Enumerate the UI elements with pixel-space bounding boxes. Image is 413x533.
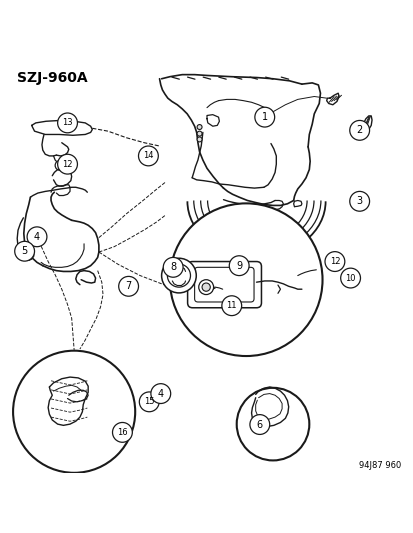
Text: 13: 13 [62, 118, 73, 127]
Circle shape [119, 277, 138, 296]
Circle shape [202, 283, 210, 291]
Text: 7: 7 [125, 281, 131, 292]
Text: 1: 1 [261, 112, 267, 122]
Circle shape [139, 392, 159, 411]
Text: 9: 9 [235, 261, 242, 271]
Circle shape [138, 146, 158, 166]
Text: 3: 3 [356, 196, 362, 206]
Text: 12: 12 [62, 160, 73, 168]
Text: SZJ-960A: SZJ-960A [17, 70, 88, 85]
Circle shape [236, 388, 309, 461]
Text: 5: 5 [21, 246, 28, 256]
Circle shape [229, 256, 249, 276]
Circle shape [324, 252, 344, 271]
Circle shape [197, 131, 202, 136]
Text: 4: 4 [157, 389, 164, 399]
Text: 10: 10 [344, 273, 355, 282]
Text: 8: 8 [170, 262, 176, 272]
Text: 4: 4 [34, 232, 40, 242]
Circle shape [13, 351, 135, 473]
Circle shape [349, 191, 369, 211]
Text: 16: 16 [117, 428, 128, 437]
Circle shape [163, 257, 183, 277]
Text: 15: 15 [144, 397, 154, 406]
Circle shape [221, 296, 241, 316]
Circle shape [349, 120, 369, 140]
Circle shape [57, 154, 77, 174]
Text: 94J87 960: 94J87 960 [358, 461, 400, 470]
Circle shape [161, 259, 196, 293]
Text: 14: 14 [143, 151, 153, 160]
Circle shape [198, 280, 213, 295]
Circle shape [15, 241, 34, 261]
Circle shape [249, 415, 269, 434]
Circle shape [169, 204, 322, 356]
Circle shape [27, 227, 47, 247]
Text: 12: 12 [329, 257, 339, 266]
Circle shape [197, 125, 202, 130]
Circle shape [197, 137, 202, 142]
Circle shape [254, 107, 274, 127]
Circle shape [55, 160, 65, 171]
Circle shape [167, 264, 190, 287]
Text: 6: 6 [256, 419, 262, 430]
Circle shape [112, 423, 132, 442]
Text: 2: 2 [356, 125, 362, 135]
Circle shape [340, 268, 360, 288]
Circle shape [57, 113, 77, 133]
Circle shape [150, 384, 170, 403]
Text: 11: 11 [226, 301, 236, 310]
